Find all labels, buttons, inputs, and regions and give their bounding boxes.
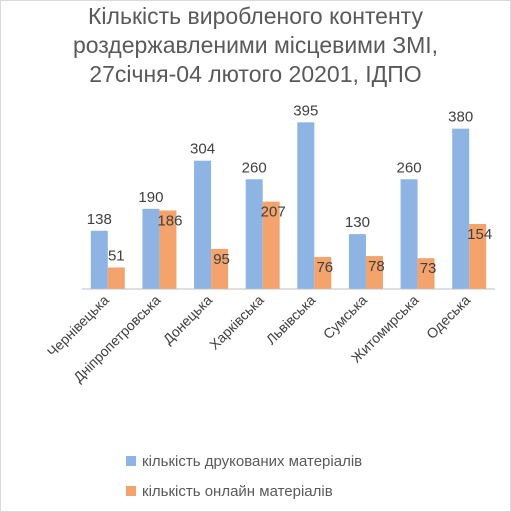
data-label-print-3: 260 (242, 159, 267, 176)
bar-online-1 (159, 210, 177, 289)
bars-layer (90, 122, 487, 289)
bar-online-5 (365, 256, 383, 289)
data-label-online-6: 73 (420, 260, 437, 277)
data-label-online-4: 76 (316, 259, 333, 276)
chart-title: Кількість виробленого контенту роздержав… (0, 2, 511, 89)
data-label-online-5: 78 (368, 258, 385, 275)
bar-print-4 (297, 122, 315, 289)
category-labels-layer: ЧернівецькаДніпропетровськаДонецькаХаркі… (44, 292, 474, 386)
chart-title-line-2: роздержавленими місцевими ЗМІ, (72, 32, 439, 58)
data-label-online-3: 207 (261, 204, 286, 221)
bar-online-6 (417, 258, 435, 289)
legend-swatch-online (126, 486, 136, 496)
bar-print-2 (194, 160, 212, 289)
data-label-online-7: 154 (467, 226, 492, 243)
bar-print-5 (348, 234, 366, 289)
bar-print-1 (142, 208, 160, 289)
legend-label-print: кількість друкованих матеріалів (142, 452, 363, 470)
bar-print-0 (90, 230, 108, 289)
category-label-7: Одеська (423, 292, 473, 342)
data-label-print-4: 395 (293, 102, 318, 119)
data-label-print-7: 380 (448, 109, 473, 126)
data-label-print-6: 260 (397, 159, 422, 176)
bar-online-0 (107, 267, 125, 289)
bar-print-7 (452, 128, 470, 289)
chart-title-line-3: 27січня-04 лютого 20201, ІДПО (89, 61, 422, 87)
bar-print-3 (245, 179, 263, 289)
category-label-4: Львівська (263, 292, 319, 348)
data-label-print-0: 138 (87, 211, 112, 228)
data-labels-layer: 138 51 190 186 304 95 260 207 395 76 130 78 260 73 380… (87, 102, 492, 277)
data-label-print-1: 190 (138, 189, 163, 206)
data-label-online-0: 51 (108, 247, 125, 264)
category-label-3: Харківська (206, 292, 267, 353)
data-label-online-2: 95 (213, 251, 230, 268)
legend-label-online: кількість онлайн матеріалів (142, 482, 333, 500)
chart-title-line-1: Кількість виробленого контенту (88, 3, 423, 29)
category-label-1: Дніпропетровська (70, 292, 164, 386)
legend-item-print: кількість друкованих матеріалів (126, 446, 362, 476)
data-label-online-1: 186 (157, 213, 182, 230)
data-label-print-2: 304 (190, 141, 215, 158)
bar-online-2 (211, 248, 229, 289)
legend: кількість друкованих матеріалів кількіст… (126, 446, 362, 506)
data-label-print-5: 130 (345, 214, 370, 231)
bar-print-6 (400, 179, 418, 289)
legend-swatch-print (126, 456, 136, 466)
bar-online-7 (469, 224, 487, 289)
bar-online-3 (262, 201, 280, 289)
category-label-5: Сумська (320, 292, 370, 342)
bar-online-4 (314, 256, 332, 289)
legend-item-online: кількість онлайн матеріалів (126, 476, 362, 506)
